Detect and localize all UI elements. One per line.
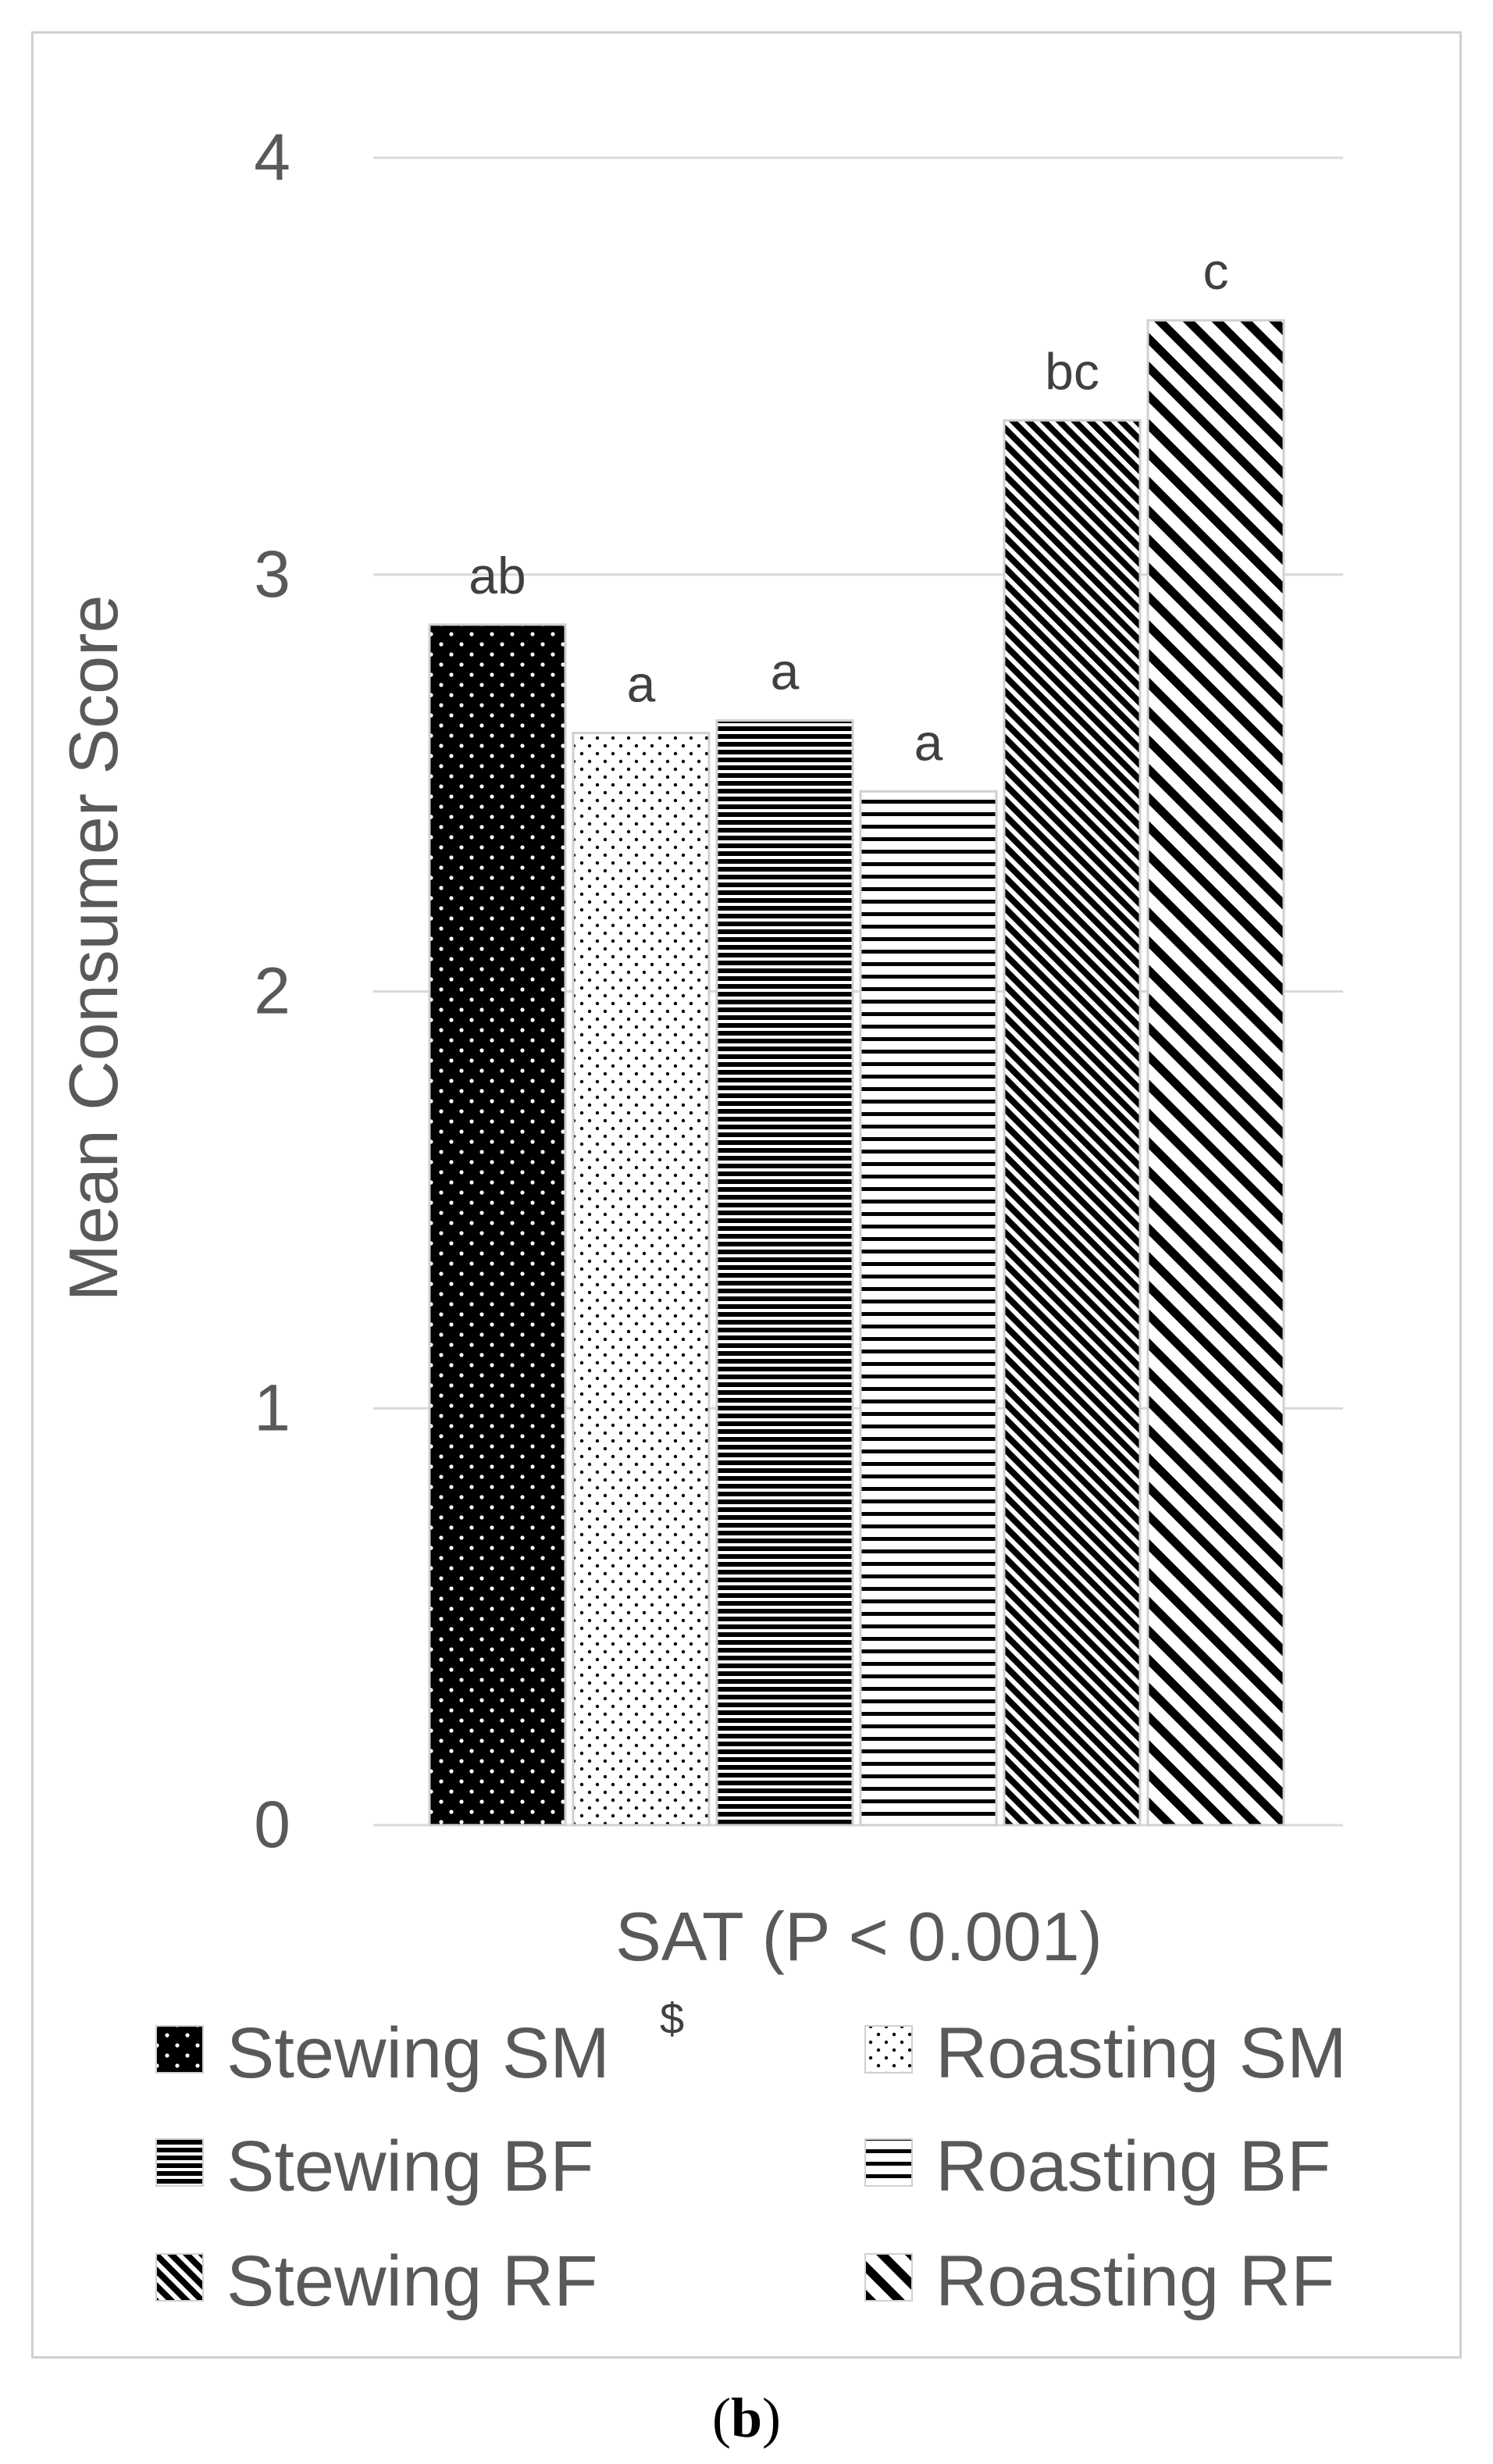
legend-swatch [864,2253,913,2302]
legend-label: Stewing BF [226,2127,593,2206]
legend-label: Roasting BF [935,2127,1331,2206]
bar-labels: ab a a a bc c [469,242,1228,771]
y-axis-title: Mean Consumer Score [55,595,132,1302]
bar-stewing-sm [428,623,567,1827]
bar-significance-label: ab [469,547,526,604]
bar-significance-label: a [627,655,656,713]
legend-swatch [155,2138,204,2187]
y-tick-label: 0 [254,1788,290,1861]
chart-frame [31,31,1462,2359]
panel-label-close: ) [762,2387,781,2449]
x-axis-title: SAT (P < 0.001) [615,1898,1103,1975]
legend-swatch [155,2025,204,2074]
bar-stewing-bf [715,719,854,1827]
bar-roasting-rf [1146,319,1285,1827]
bar-roasting-bf [859,790,998,1827]
legend-superscript: $ [660,1994,684,2043]
bars [428,319,1285,1827]
bar-stewing-rf [1003,419,1142,1827]
panel-label-letter: b [730,2387,763,2449]
panel-label: (b) [0,2386,1493,2451]
bar-significance-label: a [771,643,800,701]
bar-significance-label: c [1203,242,1229,300]
bar-significance-label: bc [1045,342,1099,400]
legend-swatch [864,2138,913,2187]
legend-label: Roasting SM [935,2013,1347,2093]
panel-label-open: ( [711,2387,731,2449]
legend-label: Stewing SM [226,2013,610,2093]
bar-significance-label: a [914,713,943,771]
y-tick-label: 3 [254,537,290,611]
legend-label: Roasting RF [935,2241,1334,2321]
y-tick-label: 2 [254,954,290,1028]
y-tick-label: 1 [254,1371,290,1444]
y-axis-ticks: 0 1 2 3 4 [254,120,290,1861]
bar-roasting-sm [572,732,711,1827]
legend: Stewing SM $ Roasting SM Stewing BF Roasting… [155,1994,1347,2321]
legend-label: Stewing RF [226,2241,598,2321]
y-tick-label: 4 [254,120,290,194]
legend-swatch [864,2025,913,2074]
legend-swatch [155,2253,204,2302]
